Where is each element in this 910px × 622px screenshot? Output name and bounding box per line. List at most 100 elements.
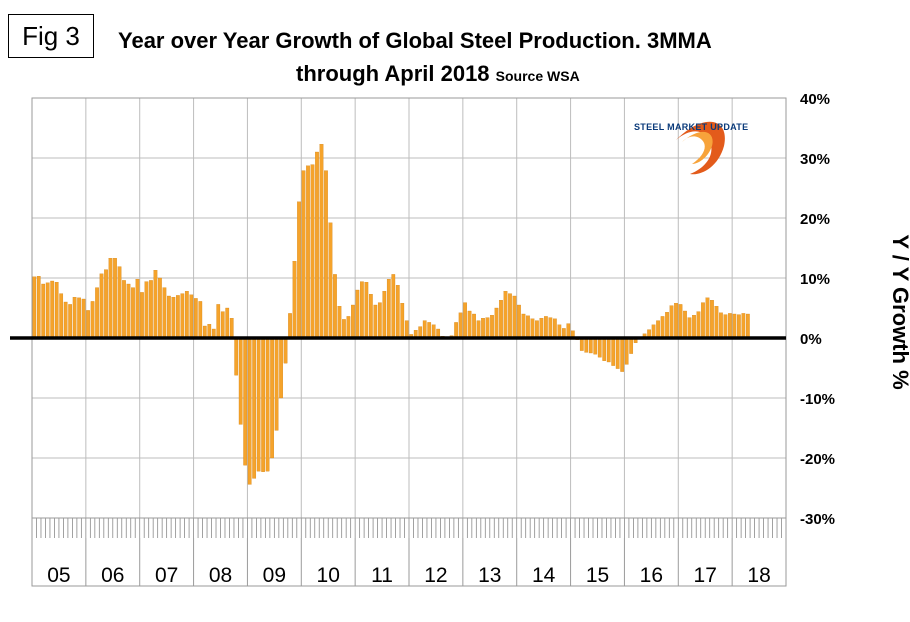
bar — [548, 317, 553, 339]
swoosh-logo-icon-inner — [682, 131, 713, 164]
bar — [189, 294, 194, 339]
bar — [499, 300, 503, 339]
bar — [162, 287, 167, 339]
bar — [50, 280, 55, 339]
bar — [54, 282, 59, 339]
year-label: 11 — [371, 564, 393, 587]
bar — [351, 304, 355, 339]
bar — [297, 201, 301, 339]
bar — [68, 304, 73, 339]
bar — [476, 320, 481, 339]
bar — [261, 337, 265, 472]
bar — [683, 310, 687, 339]
bar — [198, 301, 203, 339]
bar — [279, 337, 283, 399]
year-label: 18 — [747, 564, 770, 587]
chart-title-line2: through April 2018 Source WSA — [296, 61, 580, 87]
bar — [458, 312, 463, 339]
bar — [615, 337, 620, 369]
bar — [485, 317, 490, 339]
bar — [247, 337, 252, 485]
bar — [158, 277, 162, 339]
year-label: 06 — [101, 564, 124, 587]
bar — [463, 302, 467, 339]
bar — [310, 164, 315, 339]
plot-frame — [31, 97, 787, 519]
year-label: 08 — [209, 564, 232, 587]
bar — [176, 295, 180, 339]
bar — [171, 297, 176, 339]
bar — [656, 320, 660, 339]
bar — [131, 287, 135, 339]
bar — [373, 304, 378, 339]
bar — [184, 291, 189, 339]
y-tick-labels: 40% 30% 20% 10% 0% -10% -20% -30% — [800, 91, 835, 528]
bar — [108, 258, 113, 339]
year-label: 12 — [424, 564, 447, 587]
bar — [144, 281, 149, 339]
bar — [377, 302, 382, 339]
y-tick-label: -10% — [800, 391, 835, 408]
bar — [431, 324, 436, 339]
bar — [472, 313, 476, 339]
bar — [202, 325, 207, 339]
bar — [674, 303, 678, 339]
bar — [535, 320, 539, 339]
year-label: 10 — [317, 564, 340, 587]
y-tick-label: -30% — [800, 511, 835, 528]
bar — [422, 320, 427, 339]
bar — [579, 337, 584, 351]
bar — [306, 165, 310, 339]
bar — [741, 313, 746, 339]
y-tick-label: 10% — [800, 271, 830, 288]
bar — [620, 337, 625, 372]
bar — [566, 323, 571, 339]
bar — [454, 322, 458, 339]
axes — [10, 97, 787, 587]
bar — [427, 322, 432, 339]
y-tick-label: -20% — [800, 451, 835, 468]
bar — [530, 318, 535, 339]
bar — [234, 337, 239, 376]
chart-title: Year over Year Growth of Global Steel Pr… — [118, 28, 712, 53]
bar — [167, 295, 171, 339]
bar — [346, 316, 351, 339]
bar — [557, 324, 562, 339]
bar — [86, 310, 90, 339]
bar — [355, 289, 360, 339]
y-tick-label: 40% — [800, 91, 830, 108]
year-label: 09 — [263, 564, 286, 587]
bar — [135, 279, 140, 339]
bar — [732, 313, 737, 339]
bar — [63, 301, 68, 339]
bar — [337, 306, 342, 339]
bar — [696, 311, 701, 339]
bar — [669, 305, 674, 339]
bar — [36, 276, 41, 339]
bar — [710, 300, 714, 339]
bar — [503, 291, 508, 339]
year-label: 15 — [586, 564, 609, 587]
bar — [517, 304, 521, 339]
bar — [611, 337, 616, 366]
bar — [216, 304, 221, 339]
bar — [32, 276, 37, 339]
bar — [624, 337, 629, 365]
bar — [229, 318, 234, 339]
y-tick-label: 30% — [800, 151, 830, 168]
bar — [512, 295, 517, 339]
bar — [301, 170, 306, 339]
bar — [360, 281, 364, 339]
bar — [651, 324, 656, 339]
bar — [593, 337, 598, 355]
bar — [660, 316, 665, 339]
bar — [364, 282, 369, 339]
bar — [521, 313, 526, 339]
y-tick-label: 20% — [800, 211, 830, 228]
bar — [386, 279, 391, 339]
bar — [368, 294, 373, 339]
bar — [59, 293, 64, 339]
bar — [324, 170, 328, 339]
bar — [678, 304, 683, 339]
